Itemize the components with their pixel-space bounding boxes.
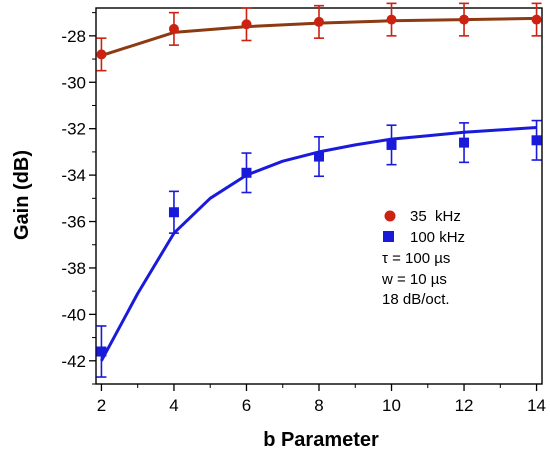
annotation-width: w = 10 µs: [381, 271, 447, 288]
fit-curves: [100, 16, 537, 362]
y-tick-label: -42: [61, 352, 86, 371]
plot-frame: [95, 7, 543, 385]
data-point-100khz: [314, 151, 324, 162]
y-tick-label: -38: [61, 259, 86, 278]
annotation-slope: 18 dB/oct.: [382, 291, 450, 308]
data-point-35khz: [531, 14, 542, 25]
x-axis-title: b Parameter: [263, 429, 379, 451]
data-point-35khz: [386, 14, 397, 25]
y-axis-title: Gain (dB): [11, 150, 33, 240]
x-tick-label: 10: [382, 396, 401, 415]
data-point-100khz: [531, 135, 542, 146]
y-tick-label: -30: [61, 73, 86, 92]
data-point-100khz: [459, 137, 470, 148]
y-tick-label: -28: [61, 27, 86, 46]
x-tick-label: 4: [169, 396, 178, 415]
x-tick-label: 12: [455, 396, 474, 415]
y-tick-label: -40: [61, 305, 86, 324]
data-point-100khz: [168, 207, 179, 218]
x-tick-label: 8: [314, 396, 323, 415]
data-point-35khz: [459, 14, 470, 25]
y-tick-label: -36: [61, 213, 86, 232]
x-tick-label: 2: [97, 396, 106, 415]
y-tick-label: -34: [61, 166, 86, 185]
legend: 35 kHz 100 kHz τ = 100 µs w = 10 µs 18 d…: [381, 208, 465, 308]
legend-label-35khz: 35 kHz: [410, 208, 461, 225]
data-markers: [96, 14, 542, 357]
error-bars: [96, 2, 542, 378]
legend-label-100khz: 100 kHz: [410, 229, 465, 246]
y-axis-ticks: -28 -30 -32 -34 -36 -38 -40 -42: [61, 12, 96, 385]
plot-frame-layer: [95, 7, 543, 385]
legend-marker-35khz: [384, 210, 396, 222]
data-point-35khz: [96, 49, 107, 60]
x-tick-label: 14: [527, 396, 546, 415]
data-point-100khz: [386, 139, 397, 150]
x-tick-label: 6: [242, 396, 251, 415]
data-point-35khz: [314, 16, 324, 27]
data-point-35khz: [168, 23, 179, 34]
data-point-35khz: [241, 19, 252, 30]
data-point-100khz: [96, 346, 107, 357]
x-axis-ticks: 2 4 6 8 10 12 14: [97, 384, 546, 415]
annotation-tau: τ = 100 µs: [382, 250, 450, 267]
data-point-100khz: [241, 167, 252, 178]
y-tick-label: -32: [61, 120, 86, 139]
legend-marker-100khz: [383, 231, 394, 242]
